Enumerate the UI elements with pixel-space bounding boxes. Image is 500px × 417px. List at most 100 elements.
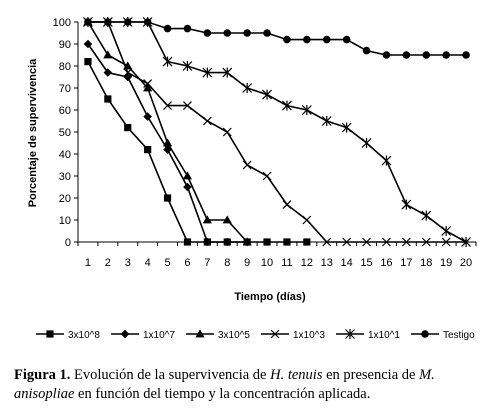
y-tick-label: 80 xyxy=(59,61,71,73)
data-point xyxy=(162,138,173,147)
legend-item: 3x10^5 xyxy=(186,329,250,341)
data-point xyxy=(203,237,212,247)
data-point xyxy=(282,200,292,210)
y-tick-label: 40 xyxy=(59,149,71,161)
data-point xyxy=(303,238,311,246)
x-tick-label: 2 xyxy=(105,257,111,269)
data-point xyxy=(401,199,412,210)
series-4 xyxy=(83,17,471,247)
data-point xyxy=(163,101,172,111)
series-line xyxy=(87,21,467,56)
data-point xyxy=(183,101,192,111)
series-line xyxy=(87,21,248,243)
data-point xyxy=(342,237,352,247)
legend-marker xyxy=(345,329,355,339)
data-point xyxy=(342,35,351,44)
x-tick-label: 18 xyxy=(420,257,432,269)
data-point xyxy=(183,238,192,246)
y-tick-label: 0 xyxy=(65,237,71,249)
legend-marker xyxy=(46,330,54,338)
data-point xyxy=(303,35,311,44)
data-point xyxy=(202,67,213,78)
data-point xyxy=(362,237,371,247)
data-point xyxy=(124,124,132,132)
x-tick-label: 15 xyxy=(360,257,372,269)
data-point xyxy=(123,68,133,78)
legend-marker xyxy=(270,329,280,339)
data-point xyxy=(182,61,193,71)
x-tick-label: 8 xyxy=(224,257,230,269)
data-point xyxy=(401,237,411,247)
legend-item: 1x10^7 xyxy=(111,329,175,341)
data-point xyxy=(283,35,291,44)
x-tick-label: 6 xyxy=(184,257,190,269)
y-tick-label: 100 xyxy=(53,17,71,29)
data-point xyxy=(222,215,232,224)
data-point xyxy=(163,24,172,33)
figure-caption: Figura 1. Evolución de la supervivencia … xyxy=(14,366,490,404)
data-point xyxy=(322,237,332,247)
data-point xyxy=(222,237,232,247)
x-tick-label: 12 xyxy=(301,257,313,269)
series-5 xyxy=(83,17,471,247)
x-axis-title: Tiempo (días) xyxy=(234,291,306,303)
data-point xyxy=(143,79,153,89)
caption-fungus: M. anisopliae xyxy=(14,367,435,402)
data-point xyxy=(182,171,193,180)
series-6 xyxy=(84,18,470,59)
x-tick-label: 16 xyxy=(380,257,392,269)
data-point xyxy=(183,24,192,33)
data-point xyxy=(143,18,152,26)
caption-lead: Figura 1. xyxy=(14,367,71,383)
data-point xyxy=(382,237,391,247)
x-tick-label: 5 xyxy=(164,257,170,269)
data-point xyxy=(143,112,152,121)
data-point xyxy=(84,18,92,26)
y-tick-label: 60 xyxy=(59,105,71,117)
data-point xyxy=(422,51,431,59)
legend-label: 1x10^7 xyxy=(143,330,175,341)
data-point xyxy=(242,237,252,246)
data-point xyxy=(162,56,173,67)
x-tick-label: 20 xyxy=(460,257,472,269)
data-point xyxy=(202,116,212,126)
chart-legend: 3x10^8 1x10^7 3x10^5 1x10^3 1x10^1 Testigo xyxy=(36,329,475,341)
legend-marker xyxy=(421,330,429,338)
data-point xyxy=(123,18,132,26)
x-tick-label: 19 xyxy=(440,257,452,269)
data-point xyxy=(163,145,172,154)
data-point xyxy=(103,50,113,59)
y-tick-label: 70 xyxy=(59,83,71,95)
data-point xyxy=(84,58,92,66)
y-tick-label: 50 xyxy=(59,127,71,139)
series-1 xyxy=(84,58,311,246)
data-point xyxy=(83,39,93,49)
data-point xyxy=(461,237,471,247)
data-point xyxy=(362,46,371,55)
data-point xyxy=(222,127,232,137)
legend-label: 1x10^1 xyxy=(368,330,400,341)
data-point xyxy=(442,51,450,59)
data-point xyxy=(441,237,451,247)
caption-species: H. tenuis xyxy=(270,367,323,383)
data-point xyxy=(462,51,470,59)
data-point xyxy=(382,51,391,59)
y-tick-label: 20 xyxy=(59,193,71,205)
x-tick-label: 17 xyxy=(400,257,412,269)
data-point xyxy=(203,29,212,37)
x-tick-label: 9 xyxy=(244,257,250,269)
data-point xyxy=(263,29,271,37)
data-point xyxy=(222,67,233,78)
legend-item: 3x10^8 xyxy=(36,330,100,341)
caption-text-3: en función del tiempo y la concentración… xyxy=(74,386,371,402)
data-point xyxy=(202,215,212,224)
data-point xyxy=(263,238,271,246)
data-point xyxy=(302,215,312,225)
data-point xyxy=(242,160,252,170)
caption-text-2: en presencia de xyxy=(322,367,420,383)
data-point xyxy=(421,210,432,221)
data-point xyxy=(283,238,291,246)
x-tick-label: 1 xyxy=(85,257,91,269)
